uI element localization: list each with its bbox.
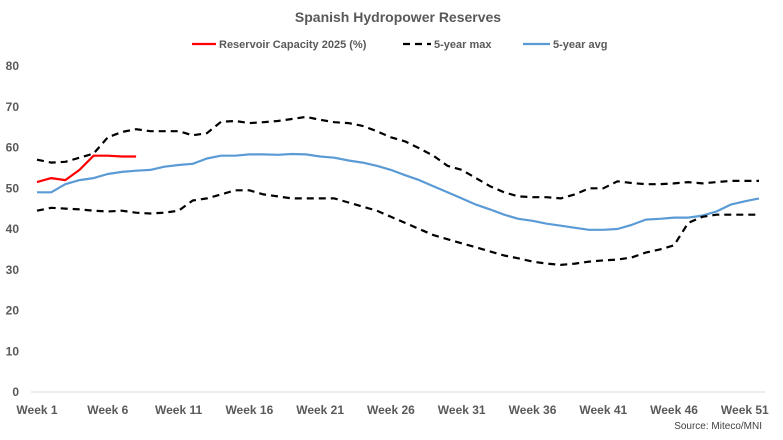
x-axis: Week 1 Week 6 Week 11 Week 16 Week 21 Week 26… — [16, 391, 769, 417]
x-tick-label: Week 21 — [296, 403, 344, 417]
source-note: Source: Miteco/MNI — [674, 421, 762, 432]
x-tick-label: Week 36 — [509, 403, 557, 417]
x-tick-label: Week 11 — [155, 403, 202, 417]
x-tick-label: Week 46 — [650, 403, 698, 417]
x-tick-label: Week 16 — [225, 403, 273, 417]
legend-label: 5-year max — [434, 39, 492, 51]
x-tick-label: Week 41 — [579, 403, 627, 417]
y-tick-label: 80 — [6, 59, 20, 73]
y-tick-label: 60 — [6, 141, 20, 155]
x-tick-label: Week 26 — [367, 403, 415, 417]
series-line-5-year-avg — [37, 152, 760, 231]
chart-title: Spanish Hydropower Reserves — [295, 9, 501, 25]
y-tick-label: 40 — [6, 222, 20, 236]
y-tick-label: 30 — [6, 263, 20, 277]
series-line-reservoir-capacity-2025 — [36, 154, 137, 184]
series-layer — [36, 115, 760, 266]
legend-label: Reservoir Capacity 2025 (%) — [219, 39, 367, 51]
y-tick-label: 50 — [6, 181, 20, 195]
legend: Reservoir Capacity 2025 (%) 5-year max 5-y… — [192, 39, 607, 51]
series-line-5-year-max — [36, 115, 759, 200]
x-tick-label: Week 6 — [87, 403, 128, 417]
y-axis: 0 10 20 30 40 50 60 70 80 — [6, 59, 20, 399]
legend-label: 5-year avg — [553, 39, 607, 51]
y-tick-label: 10 — [6, 344, 20, 358]
y-tick-label: 20 — [6, 304, 20, 318]
x-tick-label: Week 1 — [16, 403, 57, 417]
x-tick-label: Week 31 — [438, 403, 486, 417]
x-tick-label: Week 51 — [721, 403, 769, 417]
series-line-5-year-min — [36, 189, 759, 266]
y-tick-label: 70 — [6, 100, 20, 114]
y-tick-label: 0 — [12, 385, 19, 399]
